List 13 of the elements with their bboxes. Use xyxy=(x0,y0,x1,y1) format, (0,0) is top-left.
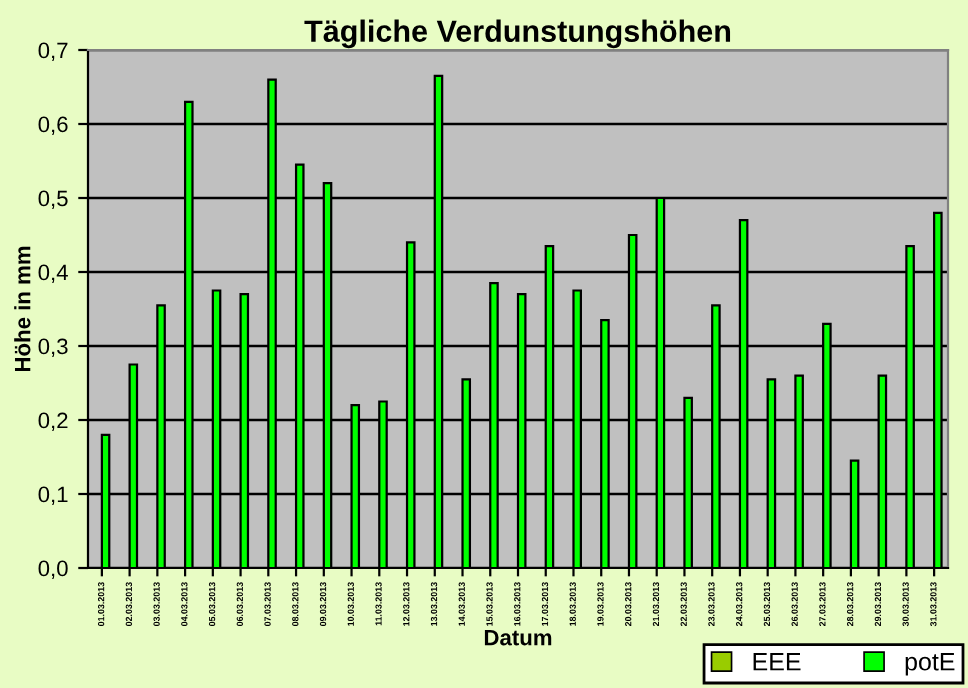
legend-label: EEE xyxy=(753,653,801,671)
y-axis-title: Höhe in mm xyxy=(14,246,31,372)
legend-label: potE xyxy=(905,653,955,676)
y-tick-label: 0,1 xyxy=(38,486,68,505)
chart-title: Tägliche Verdunstungshöhen xyxy=(304,19,731,49)
y-tick-label: 0,5 xyxy=(38,190,68,209)
y-tick-label: 0,6 xyxy=(38,116,68,135)
y-tick-label: 0,4 xyxy=(38,264,68,283)
y-tick-label: 0,0 xyxy=(38,560,68,579)
y-tick-label: 0,3 xyxy=(38,338,68,357)
x-axis-title: Datum xyxy=(484,629,552,646)
y-tick-label: 0,7 xyxy=(38,42,68,61)
y-tick-label: 0,2 xyxy=(38,412,68,431)
